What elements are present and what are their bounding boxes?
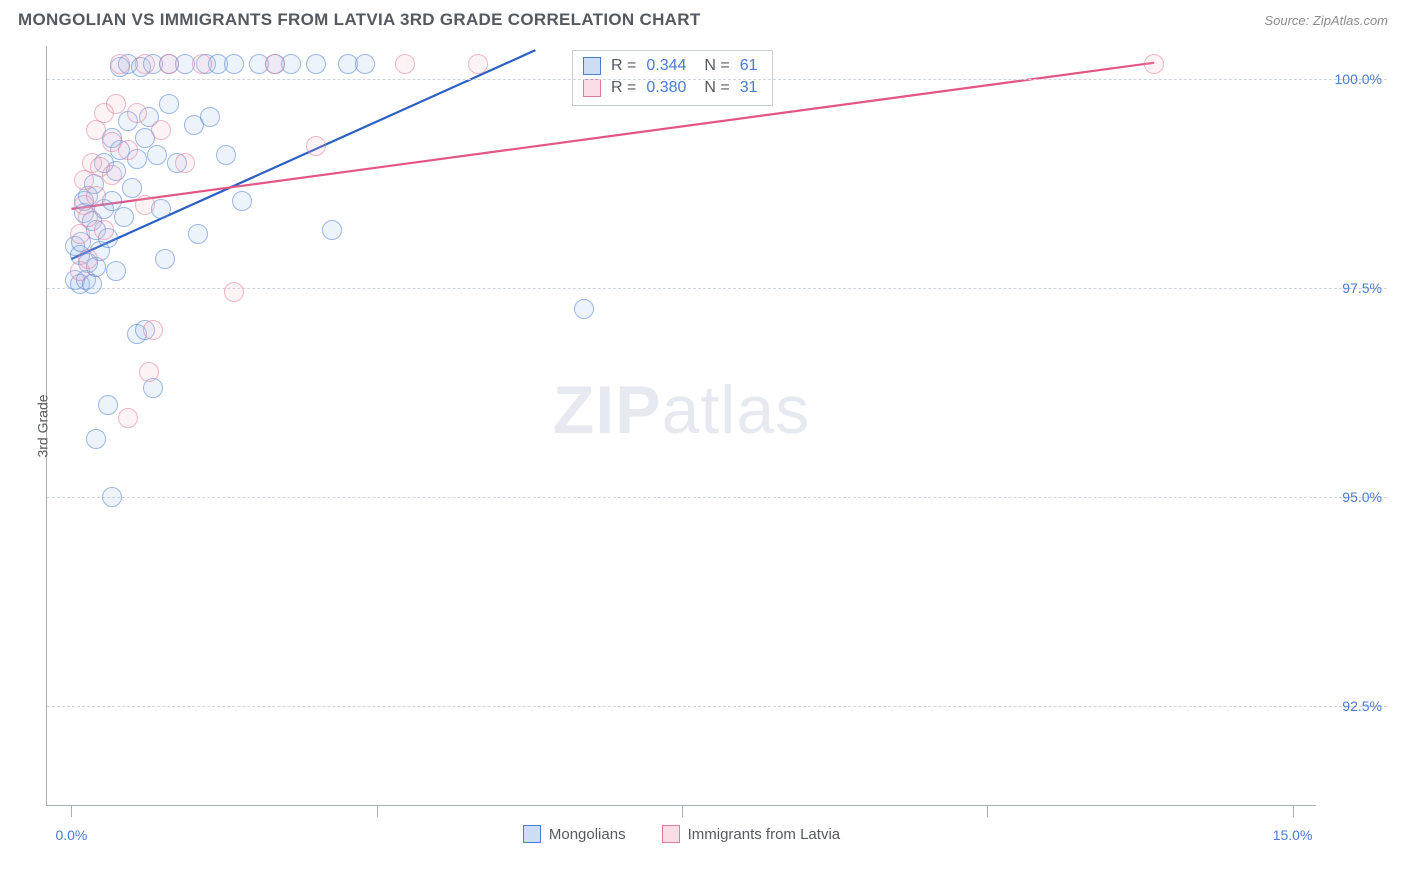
data-point <box>306 54 326 74</box>
legend-label: Mongolians <box>549 826 626 843</box>
data-point <box>135 54 155 74</box>
data-point <box>147 145 167 165</box>
data-point <box>159 54 179 74</box>
data-point <box>224 282 244 302</box>
data-point <box>86 429 106 449</box>
y-tick-label: 100.0% <box>1335 71 1382 87</box>
data-point <box>1144 54 1164 74</box>
data-point <box>175 153 195 173</box>
plot-area: 3rd Grade ZIPatlas R =0.344N =61R =0.380… <box>46 46 1316 806</box>
data-point <box>118 140 138 160</box>
legend-swatch <box>523 825 541 843</box>
data-point <box>159 94 179 114</box>
gridline-h <box>47 79 1387 80</box>
watermark: ZIPatlas <box>553 371 810 449</box>
data-point <box>78 249 98 269</box>
data-point <box>106 261 126 281</box>
correlation-stat-box: R = 0.344 N = 61 R = 0.380 N = 31 <box>572 50 773 106</box>
data-point <box>322 220 342 240</box>
data-point <box>232 191 252 211</box>
y-tick-label: 97.5% <box>1342 280 1382 296</box>
data-point <box>188 224 208 244</box>
y-axis-label: 3rd Grade <box>35 394 51 457</box>
legend-swatch <box>583 79 601 97</box>
x-tick <box>682 805 683 817</box>
data-point <box>139 362 159 382</box>
x-tick <box>377 805 378 817</box>
data-point <box>102 165 122 185</box>
data-point <box>574 299 594 319</box>
stat-row: R = 0.344 N = 61 <box>583 55 758 77</box>
data-point <box>98 395 118 415</box>
data-point <box>355 54 375 74</box>
x-tick <box>1293 805 1294 817</box>
x-tick-label: 15.0% <box>1273 827 1313 843</box>
data-point <box>94 220 114 240</box>
chart-container: 3rd Grade ZIPatlas R =0.344N =61R =0.380… <box>46 46 1386 806</box>
data-point <box>127 103 147 123</box>
data-point <box>143 320 163 340</box>
legend-label: Immigrants from Latvia <box>688 826 841 843</box>
data-point <box>216 145 236 165</box>
data-point <box>106 94 126 114</box>
data-point <box>155 249 175 269</box>
y-tick-label: 95.0% <box>1342 489 1382 505</box>
trend-lines <box>47 46 1317 806</box>
gridline-h <box>47 497 1387 498</box>
gridline-h <box>47 288 1387 289</box>
stat-n-value: 31 <box>740 79 758 97</box>
bottom-legend: Mongolians Immigrants from Latvia <box>47 825 1316 843</box>
data-point <box>224 54 244 74</box>
legend-swatch <box>662 825 680 843</box>
data-point <box>135 195 155 215</box>
x-tick <box>71 805 72 817</box>
data-point <box>118 408 138 428</box>
data-point <box>151 120 171 140</box>
data-point <box>200 107 220 127</box>
stat-label-r: R = <box>611 57 636 75</box>
stat-r-value: 0.380 <box>646 79 686 97</box>
x-tick <box>987 805 988 817</box>
data-point <box>110 54 130 74</box>
stat-label-r: R = <box>611 79 636 97</box>
stat-r-value: 0.344 <box>646 57 686 75</box>
y-tick-label: 92.5% <box>1342 698 1382 714</box>
stat-label-n: N = <box>704 79 729 97</box>
data-point <box>395 54 415 74</box>
x-tick-label: 0.0% <box>55 827 87 843</box>
stat-label-n: N = <box>704 57 729 75</box>
legend-swatch <box>583 57 601 75</box>
data-point <box>468 54 488 74</box>
chart-title: MONGOLIAN VS IMMIGRANTS FROM LATVIA 3RD … <box>18 10 701 30</box>
data-point <box>102 487 122 507</box>
stat-n-value: 61 <box>740 57 758 75</box>
source-label: Source: ZipAtlas.com <box>1264 13 1388 28</box>
data-point <box>306 136 326 156</box>
data-point <box>192 54 212 74</box>
data-point <box>86 186 106 206</box>
legend-item: Immigrants from Latvia <box>662 825 841 843</box>
data-point <box>114 207 134 227</box>
legend-item: Mongolians <box>523 825 626 843</box>
gridline-h <box>47 706 1387 707</box>
data-point <box>265 54 285 74</box>
